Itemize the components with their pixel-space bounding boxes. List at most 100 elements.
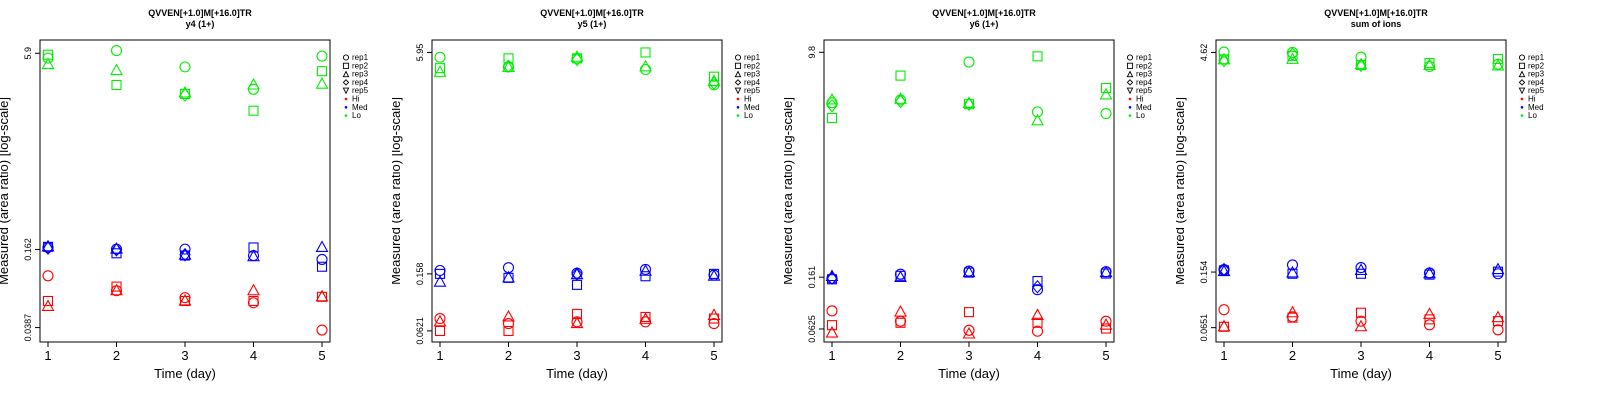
legend-marker <box>1518 62 1526 69</box>
data-point-lo-rep3 <box>110 63 123 76</box>
legend-label: Hi <box>1136 95 1144 104</box>
data-point-lo-rep2 <box>640 47 651 58</box>
data-point-med-rep1 <box>1355 262 1367 274</box>
legend-marker <box>1128 106 1132 109</box>
data-points <box>1217 46 1505 336</box>
data-point-lo-rep1 <box>1031 106 1044 118</box>
data-points <box>433 47 721 337</box>
x-tick-label: 1 <box>1220 348 1227 363</box>
data-point-med-rep3 <box>110 241 123 254</box>
data-point-lo-rep1 <box>1218 46 1230 58</box>
data-point-med-rep3 <box>178 247 192 260</box>
data-point-lo-rep4 <box>1355 58 1367 73</box>
x-tick-label: 2 <box>1289 348 1296 363</box>
x-tick-label: 3 <box>181 348 188 363</box>
data-point-lo-rep2 <box>248 105 259 116</box>
data-point-med-rep3 <box>707 269 721 281</box>
data-point-lo-rep2 <box>895 70 906 81</box>
data-point-lo-rep1 <box>963 56 975 68</box>
chart-title: QVVEN[+1.0]M[+16.0]TR <box>148 8 252 18</box>
data-point-med-rep1 <box>316 253 328 265</box>
y-tick-label: 9.8 <box>807 46 817 59</box>
data-point-lo-rep1 <box>316 50 328 62</box>
y-tick-label: 0.162 <box>23 238 33 261</box>
y-tick-label: 0.161 <box>807 266 817 289</box>
data-point-lo-rep3 <box>433 65 447 77</box>
data-point-med-rep4 <box>571 267 583 281</box>
data-point-hi-rep3 <box>1354 319 1368 332</box>
data-point-lo-rep2 <box>316 66 328 77</box>
y-tick-label: 5.9 <box>23 47 33 60</box>
data-point-lo-rep3 <box>1099 87 1113 100</box>
legend-label: rep5 <box>1528 86 1545 95</box>
legend-marker <box>1520 97 1524 101</box>
x-axis-label: Time (day) <box>546 366 608 381</box>
legend-marker <box>736 114 740 117</box>
data-point-med-rep3 <box>433 275 447 287</box>
data-point-med-rep3 <box>962 265 976 278</box>
data-point-hi-rep1 <box>963 324 975 336</box>
data-point-hi-rep3 <box>1217 319 1231 332</box>
legend-marker <box>342 87 350 95</box>
x-axis-label: Time (day) <box>1330 366 1392 381</box>
x-tick-label: 3 <box>965 348 972 363</box>
legend-label: rep4 <box>1136 78 1153 87</box>
data-point-hi-rep3 <box>894 304 907 317</box>
data-point-lo-rep1 <box>110 45 123 57</box>
data-point-hi-rep3 <box>639 312 652 324</box>
data-point-med-rep4 <box>826 271 838 286</box>
data-point-hi-rep2 <box>963 307 975 318</box>
data-point-med-rep2 <box>1287 268 1298 279</box>
data-point-hi-rep3 <box>433 314 447 327</box>
data-point-hi-rep3 <box>1099 318 1113 330</box>
y-axis-label: Measured (area ratio) [log-scale] <box>1176 97 1187 285</box>
legend-marker <box>1126 70 1134 78</box>
data-point-hi-rep3 <box>962 326 976 339</box>
legend-label: rep1 <box>352 53 369 62</box>
data-point-lo-rep3 <box>962 96 976 108</box>
y-tick-label: 0.0621 <box>415 317 425 345</box>
data-point-med-rep4 <box>110 242 123 257</box>
chart-subtitle: y6 (1+) <box>970 19 999 29</box>
data-point-lo-rep1 <box>1100 108 1112 120</box>
plot-frame <box>431 39 723 343</box>
legend-label: rep5 <box>744 86 761 95</box>
data-point-lo-rep2 <box>503 53 514 64</box>
y-axis-label: Measured (area ratio) [log-scale] <box>0 97 11 285</box>
legend-label: Hi <box>352 95 360 104</box>
data-point-lo-rep2 <box>1492 53 1504 64</box>
data-point-hi-rep1 <box>434 312 446 325</box>
legend-label: Lo <box>352 111 361 120</box>
data-point-hi-rep1 <box>247 297 260 309</box>
x-tick-label: 1 <box>44 348 51 363</box>
data-point-hi-rep3 <box>1031 308 1044 320</box>
data-point-lo-rep3 <box>315 77 329 89</box>
plot-frame <box>823 39 1115 343</box>
data-point-lo-rep4 <box>571 52 583 67</box>
x-tick-label: 4 <box>1426 348 1433 363</box>
data-point-hi-rep1 <box>1423 319 1436 331</box>
data-point-hi-rep3 <box>1491 310 1505 323</box>
x-tick-label: 3 <box>573 348 580 363</box>
legend-label: rep3 <box>744 70 761 79</box>
data-point-lo-rep2 <box>434 63 446 74</box>
data-point-lo-rep3 <box>247 77 260 90</box>
legend-label: Med <box>1528 103 1544 112</box>
legend-label: Med <box>1136 103 1152 112</box>
legend-label: Hi <box>744 95 752 104</box>
legend-marker <box>1126 54 1134 61</box>
data-point-lo-rep3 <box>639 59 652 72</box>
chart-subtitle: sum of ions <box>1351 19 1402 29</box>
data-point-lo-rep4 <box>179 88 191 102</box>
data-point-lo-rep3 <box>1286 52 1299 64</box>
data-point-med-rep1 <box>434 264 446 277</box>
x-tick-label: 4 <box>250 348 257 363</box>
data-point-hi-rep3 <box>315 289 329 302</box>
y-tick-label: 0.0651 <box>1199 314 1209 342</box>
y-tick-label: 0.0387 <box>23 314 33 342</box>
data-point-lo-rep1 <box>179 61 191 73</box>
data-point-med-rep1 <box>1423 267 1436 279</box>
data-point-hi-rep3 <box>825 325 839 338</box>
data-point-med-rep2 <box>1355 268 1367 279</box>
